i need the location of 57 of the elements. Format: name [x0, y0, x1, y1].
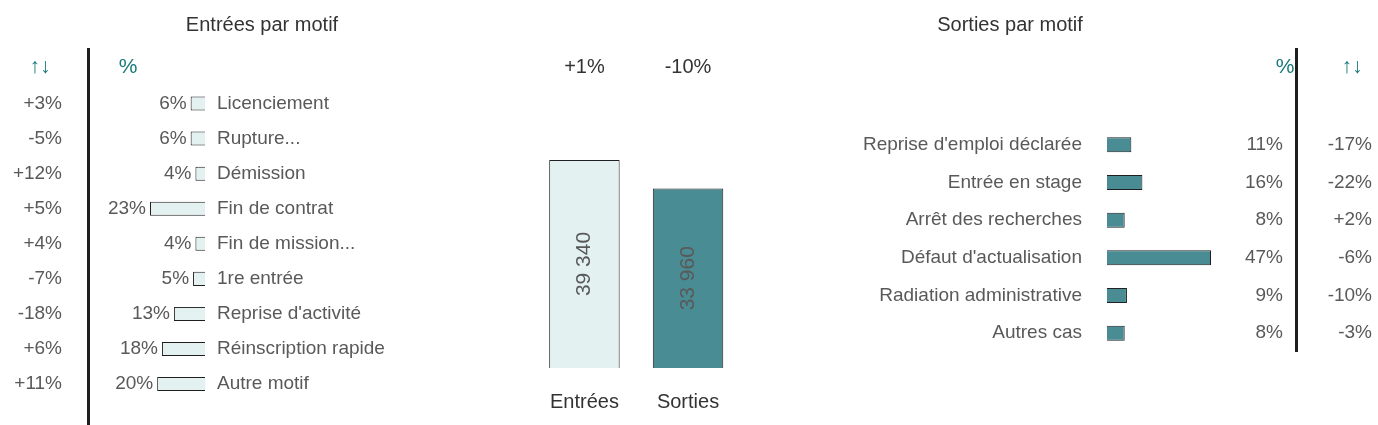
y-tick-label: 1re entrée — [217, 267, 304, 289]
data-label: 5% — [161, 267, 190, 289]
y-tick-label: Entrée en stage — [947, 170, 1082, 192]
text: ↑↓ — [29, 53, 51, 77]
text: +5% — [23, 196, 63, 218]
x-tick-label: Entrées — [549, 389, 619, 412]
data-label: 39 340 — [571, 231, 595, 297]
data-label: 11% — [1246, 133, 1284, 155]
text: -22% — [1327, 170, 1373, 192]
text: -17% — [1327, 133, 1373, 155]
text: % — [1275, 53, 1295, 77]
text: +6% — [23, 337, 63, 359]
y-tick-label: Licenciement — [217, 91, 330, 113]
text: -3% — [1338, 321, 1373, 343]
y-tick-label: Autres cas — [992, 321, 1082, 343]
text: -7% — [28, 267, 63, 289]
data-label: 6% — [159, 91, 187, 113]
y-tick-label: Rupture... — [217, 126, 301, 148]
y-tick-label: Fin de contrat — [217, 196, 334, 218]
text: -10% — [1327, 283, 1373, 305]
text: +1% — [564, 54, 605, 77]
data-label: 23% — [107, 196, 147, 218]
y-tick-label: Défaut d'actualisation — [900, 246, 1082, 268]
data-label: 33 960 — [674, 246, 698, 311]
data-label: 6% — [159, 126, 187, 148]
y-tick-label: Autre motif — [217, 372, 310, 394]
data-label: 20% — [115, 372, 154, 394]
text: +3% — [23, 91, 63, 113]
data-label: 18% — [119, 337, 159, 359]
text: -10% — [664, 54, 712, 77]
text: +2% — [1333, 208, 1373, 230]
data-label: 8% — [1255, 208, 1284, 230]
text: -18% — [17, 302, 63, 324]
chart-title: Sorties par motif — [937, 12, 1084, 35]
text: Entrées par motif — [185, 12, 339, 35]
text: +11% — [14, 372, 63, 394]
text: +12% — [12, 161, 63, 183]
y-tick-label: Démission — [217, 161, 306, 183]
y-tick-label: Réinscription rapide — [217, 337, 385, 359]
y-tick-label: Reprise d'emploi déclarée — [862, 133, 1082, 155]
data-label: 8% — [1255, 321, 1284, 343]
text: ↑↓ — [1341, 53, 1363, 77]
data-label: 13% — [131, 302, 171, 324]
data-label: 16% — [1244, 170, 1284, 192]
text: % — [118, 53, 138, 77]
text: +4% — [23, 232, 63, 254]
data-label: 47% — [1244, 246, 1284, 268]
x-tick-label: Sorties — [656, 389, 720, 412]
data-label: 4% — [163, 232, 192, 254]
y-tick-label: Fin de mission... — [217, 232, 356, 254]
data-label: 9% — [1255, 283, 1284, 305]
y-tick-label: Reprise d'activité — [217, 302, 362, 324]
data-label: 4% — [163, 161, 192, 183]
y-tick-label: Radiation administrative — [879, 283, 1082, 305]
text: -5% — [28, 126, 63, 148]
text: -6% — [1338, 246, 1373, 268]
y-tick-label: Arrêt des recherches — [905, 208, 1082, 230]
